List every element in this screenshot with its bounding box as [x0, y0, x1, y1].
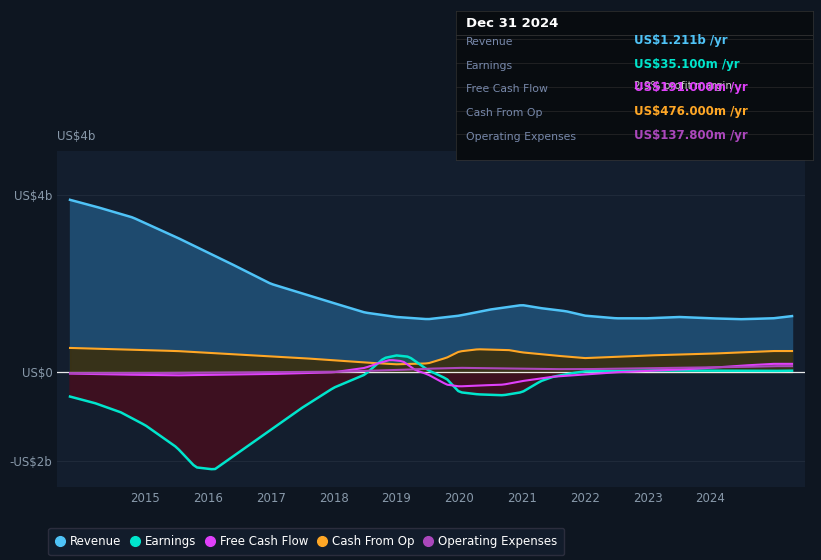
Text: US$4b: US$4b — [57, 130, 96, 143]
Text: US$35.100m /yr: US$35.100m /yr — [635, 58, 740, 71]
Text: Cash From Op: Cash From Op — [466, 108, 543, 118]
Text: US$1.211b /yr: US$1.211b /yr — [635, 34, 728, 47]
Text: Earnings: Earnings — [466, 60, 513, 71]
Text: Revenue: Revenue — [466, 37, 514, 47]
Legend: Revenue, Earnings, Free Cash Flow, Cash From Op, Operating Expenses: Revenue, Earnings, Free Cash Flow, Cash … — [48, 528, 564, 555]
Text: 2.9% profit margin: 2.9% profit margin — [635, 81, 732, 91]
Text: US$476.000m /yr: US$476.000m /yr — [635, 105, 748, 118]
Text: Free Cash Flow: Free Cash Flow — [466, 85, 548, 94]
Text: Operating Expenses: Operating Expenses — [466, 132, 576, 142]
Text: US$137.800m /yr: US$137.800m /yr — [635, 129, 748, 142]
Text: US$191.000m /yr: US$191.000m /yr — [635, 81, 748, 94]
Text: Dec 31 2024: Dec 31 2024 — [466, 17, 559, 30]
